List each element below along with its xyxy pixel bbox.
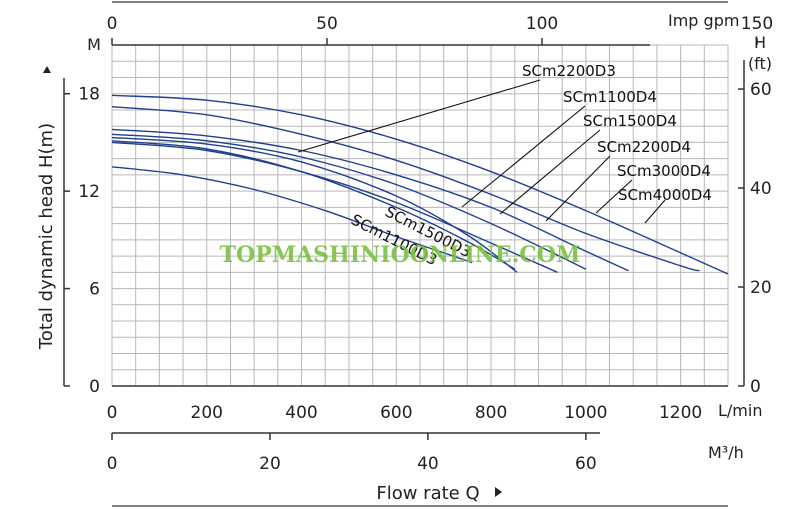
bottom2-tick-label: 40 <box>417 454 439 474</box>
right-axis-unit-line2: (ft) <box>748 54 772 73</box>
watermark-text: TOPMASHINIOONLINE.COM <box>220 242 581 268</box>
y-tick-label: 6 <box>89 280 100 300</box>
curve-scm1500d3 <box>111 140 516 270</box>
labels: SCm2200D3 SCm1100D4 SCm1500D4 SCm2200D4 SCm3… <box>220 62 712 269</box>
bottom2-tick-label: 20 <box>259 454 281 474</box>
right-tick-label: 40 <box>750 179 772 199</box>
bottom2-tick-label: 0 <box>107 454 118 474</box>
x-axis-arrow-icon <box>495 487 502 497</box>
curve-label: SCm1500D4 <box>583 112 677 130</box>
curve-scm2200d4 <box>111 128 629 272</box>
curve-label: SCm2200D4 <box>597 138 691 156</box>
x-axis-title: Flow rate Q <box>376 483 479 504</box>
curve-scm2200d3 <box>111 136 518 273</box>
right-tick-label: 20 <box>750 278 772 298</box>
curve-label: SCm3000D4 <box>617 162 711 180</box>
callout-line <box>545 155 611 222</box>
callout-lines <box>297 79 666 224</box>
bottom2-axis-unit: M³/h <box>708 443 744 462</box>
x-tick-label: 1000 <box>564 403 607 423</box>
y-tick-label: 12 <box>78 182 100 202</box>
curve-scm3000d4 <box>111 106 700 272</box>
y-tick-label: 0 <box>89 377 100 397</box>
x-axis-unit: L/min <box>718 401 762 420</box>
bottom2-tick-label: 60 <box>575 454 597 474</box>
top-tick-label: 0 <box>107 14 118 34</box>
curve-scm1500d4 <box>111 133 587 270</box>
y-tick-label: 18 <box>78 85 100 105</box>
x-tick-label: 600 <box>380 403 412 423</box>
right-tick-label: 60 <box>750 80 772 100</box>
right-tick-label: 0 <box>750 377 761 397</box>
y-axis-arrow-icon <box>43 66 51 73</box>
curve-label: SCm1100D4 <box>563 88 657 106</box>
curve-scm1100d3 <box>111 166 473 264</box>
grid <box>111 44 729 387</box>
x-tick-label: 200 <box>191 403 223 423</box>
curve-label: SCm2200D3 <box>522 62 616 80</box>
top-axis-unit: Imp gpm <box>668 11 739 30</box>
y-axis-unit: M <box>87 35 101 54</box>
curve-scm1100d4 <box>111 141 558 273</box>
curve-scm4000d4 <box>111 94 729 275</box>
right-axis-unit-line1: H <box>754 33 766 52</box>
x-tick-label: 400 <box>285 403 317 423</box>
y-axis-title: Total dynamic head H(m) <box>36 123 57 350</box>
top-tick-label: 50 <box>316 14 338 34</box>
callout-line <box>297 79 541 153</box>
x-tick-label: 0 <box>107 403 118 423</box>
callout-line <box>644 199 666 224</box>
callout-line <box>499 129 601 215</box>
curves <box>111 94 729 275</box>
callout-line <box>595 179 633 214</box>
callout-line <box>461 105 586 208</box>
top-tick-label: 150 <box>741 14 773 34</box>
x-tick-label: 800 <box>475 403 507 423</box>
x-tick-label: 1200 <box>659 403 702 423</box>
top-tick-label: 100 <box>526 14 558 34</box>
curve-label: SCm4000D4 <box>618 186 712 204</box>
